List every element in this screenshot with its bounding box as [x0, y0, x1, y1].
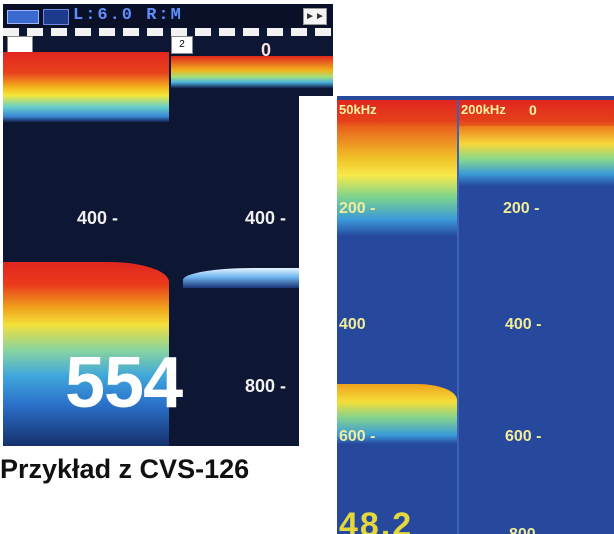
- depth-400-left: 400 -: [77, 208, 119, 228]
- depth-400-right: 400 -: [505, 316, 542, 333]
- fast-forward-icon[interactable]: ►►: [303, 8, 327, 25]
- depth-800: 800 -: [245, 376, 287, 396]
- mid-marker: 2: [171, 36, 193, 54]
- freq-label-50khz: 50kHz: [339, 102, 377, 117]
- seabed-echo-low-freq: [3, 262, 169, 446]
- status-bar: L:6.0 R:M ►►: [3, 4, 333, 28]
- range-label: L:6.0 R:M: [73, 6, 183, 25]
- zero-depth-label: 0: [529, 102, 537, 118]
- depth-600-right: 600 -: [505, 428, 542, 445]
- depth-400-left: 400: [339, 316, 366, 333]
- page-gap: [299, 96, 337, 534]
- surface-echo-200khz: [457, 126, 614, 186]
- depth-200-left: 200 -: [339, 200, 376, 217]
- left-sounder-screen: L:6.0 R:M ►► 2 0 400 - 400 - 800 - 554: [3, 4, 333, 446]
- depth-400-right: 400 -: [245, 208, 287, 228]
- depth-600-left: 600 -: [339, 428, 376, 445]
- surface-echo-low-freq: [3, 52, 169, 122]
- depth-200-right: 200 -: [503, 200, 540, 217]
- surface-echo-high-freq: [171, 56, 333, 88]
- mode-indicator: [7, 10, 39, 24]
- freq-label-200khz: 200kHz: [461, 102, 506, 117]
- right-sounder-screen: 50kHz 200kHz 0 200 - 200 - 400 400 - 600…: [299, 96, 614, 534]
- depth-readout: 48.2: [339, 506, 414, 534]
- seabed-echo-high-freq: [183, 268, 333, 288]
- surface-echo-50khz: [337, 126, 457, 236]
- depth-800-right: 800: [509, 526, 536, 534]
- frequency-indicator: [43, 9, 69, 25]
- caption: Przykład z CVS-126: [0, 454, 250, 484]
- zero-depth-label: 0: [261, 40, 272, 60]
- seabed-echo-50khz: [337, 384, 457, 444]
- split-divider: [457, 100, 459, 534]
- depth-readout: 554: [65, 343, 183, 423]
- scale-dash-row: [3, 28, 333, 36]
